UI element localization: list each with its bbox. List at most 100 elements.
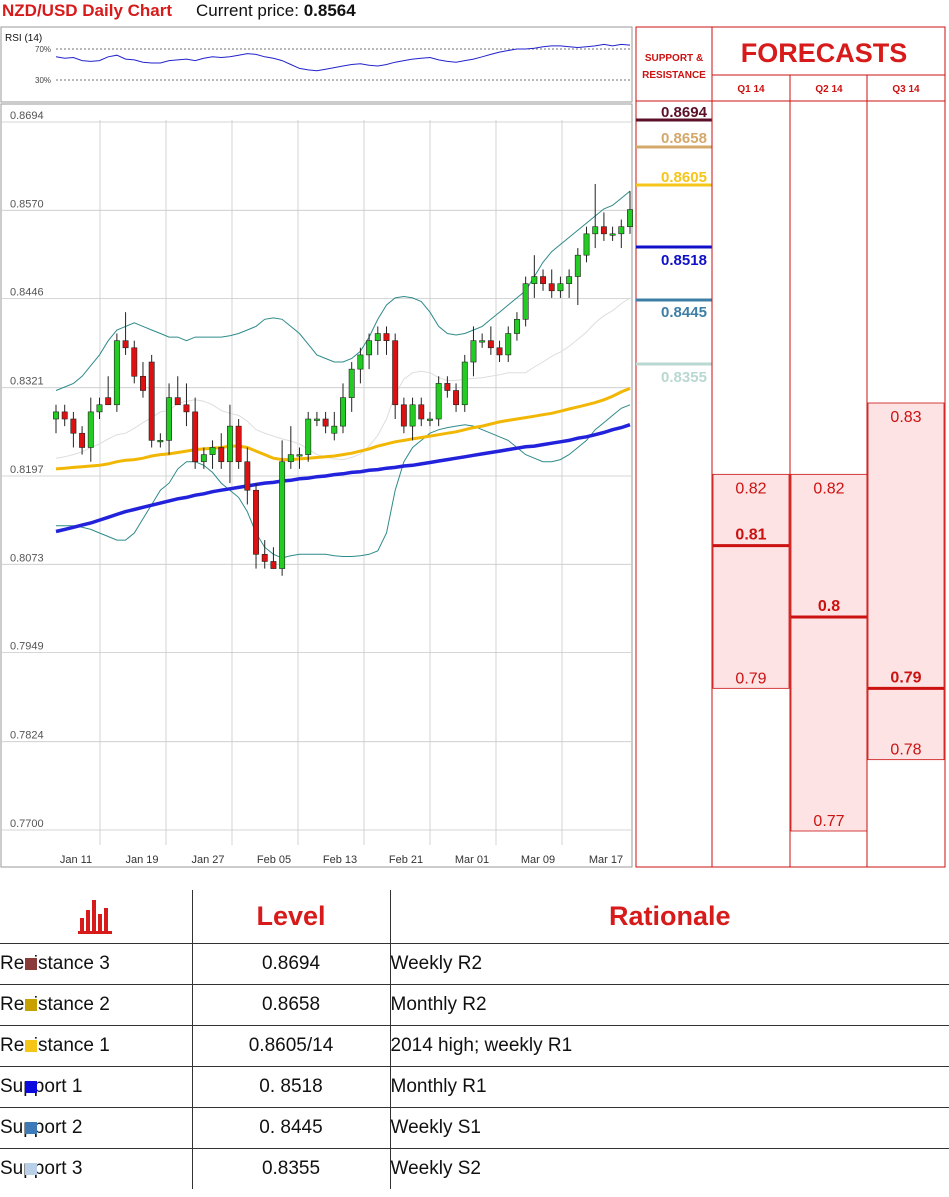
candle xyxy=(409,397,416,441)
candle-body-up xyxy=(357,354,364,370)
candle xyxy=(87,397,94,462)
candle xyxy=(279,440,286,576)
candle xyxy=(618,219,625,249)
row-name: Support 2 xyxy=(0,1106,192,1148)
candle-body-down xyxy=(261,554,268,562)
candle xyxy=(600,212,607,241)
sr-header-line1: SUPPORT & xyxy=(645,53,703,64)
candle xyxy=(61,404,68,427)
candle-body-up xyxy=(331,425,338,434)
candle xyxy=(131,340,138,384)
color-swatch xyxy=(25,957,37,970)
candle-body-up xyxy=(461,361,468,406)
chart-header: NZD/USD Daily Chart Current price: 0.856… xyxy=(0,0,640,26)
candle-body-down xyxy=(383,333,390,341)
candle-body-down xyxy=(192,411,199,463)
candle xyxy=(113,333,120,412)
forecast-quarter-label: Q2 14 xyxy=(815,84,843,95)
candles xyxy=(53,183,633,576)
table-row: Resistance 1 0.8605/14 2014 high; weekly R… xyxy=(0,1024,949,1066)
table-header-rationale: Rationale xyxy=(389,890,949,943)
candle xyxy=(461,354,468,412)
candle-body-up xyxy=(557,283,564,292)
color-swatch xyxy=(25,998,37,1011)
candle xyxy=(574,248,581,306)
candle-body-up xyxy=(313,418,320,421)
candle-body-up xyxy=(505,333,512,356)
y-tick-label: 0.7949 xyxy=(10,641,44,653)
row-rationale: 2014 high; weekly R1 xyxy=(389,1024,949,1066)
forecast-low-label: 0.78 xyxy=(890,742,921,759)
candle xyxy=(322,411,329,434)
x-tick-label: Jan 11 xyxy=(60,854,92,866)
sr-level: 0.8445 xyxy=(636,298,712,321)
candle-body-down xyxy=(183,404,190,413)
row-name-text: Resistance 2 xyxy=(0,993,110,1015)
row-level: 0.8355 xyxy=(191,1147,390,1189)
row-name-text: Resistance 3 xyxy=(0,952,110,974)
y-tick-label: 0.8321 xyxy=(10,376,44,388)
x-tick-label: Feb 05 xyxy=(257,854,291,866)
sr-levels: 0.8694 0.8658 0.8605 0.8518 0.8445 0.8355 xyxy=(636,104,712,386)
candle-body-up xyxy=(531,276,538,284)
levels-table: Level Rationale Resistance 3 0.8694 Weekly… xyxy=(0,890,949,1189)
row-name-text: Resistance 1 xyxy=(0,1034,110,1056)
forecast-column: Q3 14 0.83 0.79 0.78 xyxy=(866,75,945,867)
y-tick-label: 0.8570 xyxy=(10,198,44,210)
candle-body-up xyxy=(427,418,433,421)
y-tick-label: 0.7824 xyxy=(10,730,44,742)
table-icon-cell xyxy=(0,890,192,943)
candle xyxy=(557,276,564,298)
candle-body-down xyxy=(548,283,555,292)
candle xyxy=(331,411,338,441)
candle xyxy=(53,404,59,434)
candle xyxy=(531,255,538,298)
candle xyxy=(148,354,155,448)
x-tick-label: Mar 09 xyxy=(521,854,555,866)
y-tick-label: 0.8694 xyxy=(10,110,44,122)
candle xyxy=(209,440,216,469)
candle-body-down xyxy=(444,383,451,391)
candle xyxy=(487,326,494,355)
candle xyxy=(340,383,346,434)
forecast-mid-label: 0.8 xyxy=(818,598,840,615)
candle-body-up xyxy=(296,454,303,457)
candle-body-down xyxy=(270,561,277,569)
sr-level-label: 0.8658 xyxy=(661,130,707,147)
candle xyxy=(235,419,242,469)
candle-body-down xyxy=(487,340,494,349)
candle-body-down xyxy=(453,390,460,406)
candle xyxy=(435,376,442,427)
candle-body-up xyxy=(609,233,616,236)
sr-level: 0.8355 xyxy=(636,362,712,386)
row-level: 0.8605/14 xyxy=(191,1024,390,1066)
row-rationale: Weekly S2 xyxy=(389,1147,949,1189)
candle xyxy=(157,433,164,448)
forecast-mid-label: 0.79 xyxy=(890,669,921,686)
candle-body-up xyxy=(348,368,355,398)
y-tick-label: 0.8197 xyxy=(10,464,44,476)
candle-body-up xyxy=(627,209,633,227)
candle-body-up xyxy=(96,404,103,413)
rsi-70-label: 70% xyxy=(35,45,51,54)
candle xyxy=(200,447,207,469)
candle-body-down xyxy=(61,411,68,420)
row-rationale: Monthly R2 xyxy=(389,983,949,1025)
table-row: Support 2 0. 8445 Weekly S1 xyxy=(0,1106,949,1148)
candle xyxy=(522,276,529,327)
forecast-high-label: 0.82 xyxy=(813,480,844,497)
current-price-label: Current price: xyxy=(196,1,299,20)
current-price: Current price: 0.8564 xyxy=(196,1,356,21)
y-tick-label: 0.8073 xyxy=(10,552,44,564)
candle xyxy=(183,383,190,427)
candle-body-up xyxy=(513,318,520,334)
candle-body-down xyxy=(131,347,138,377)
candle xyxy=(174,376,181,406)
forecast-range-box xyxy=(867,402,945,761)
row-name: Support 3 xyxy=(0,1147,192,1189)
y-tick-label: 0.8446 xyxy=(10,287,44,299)
current-price-value: 0.8564 xyxy=(303,1,356,20)
candle-body-up xyxy=(583,233,590,256)
row-name-text: Support 1 xyxy=(0,1075,83,1097)
candle xyxy=(270,547,277,569)
